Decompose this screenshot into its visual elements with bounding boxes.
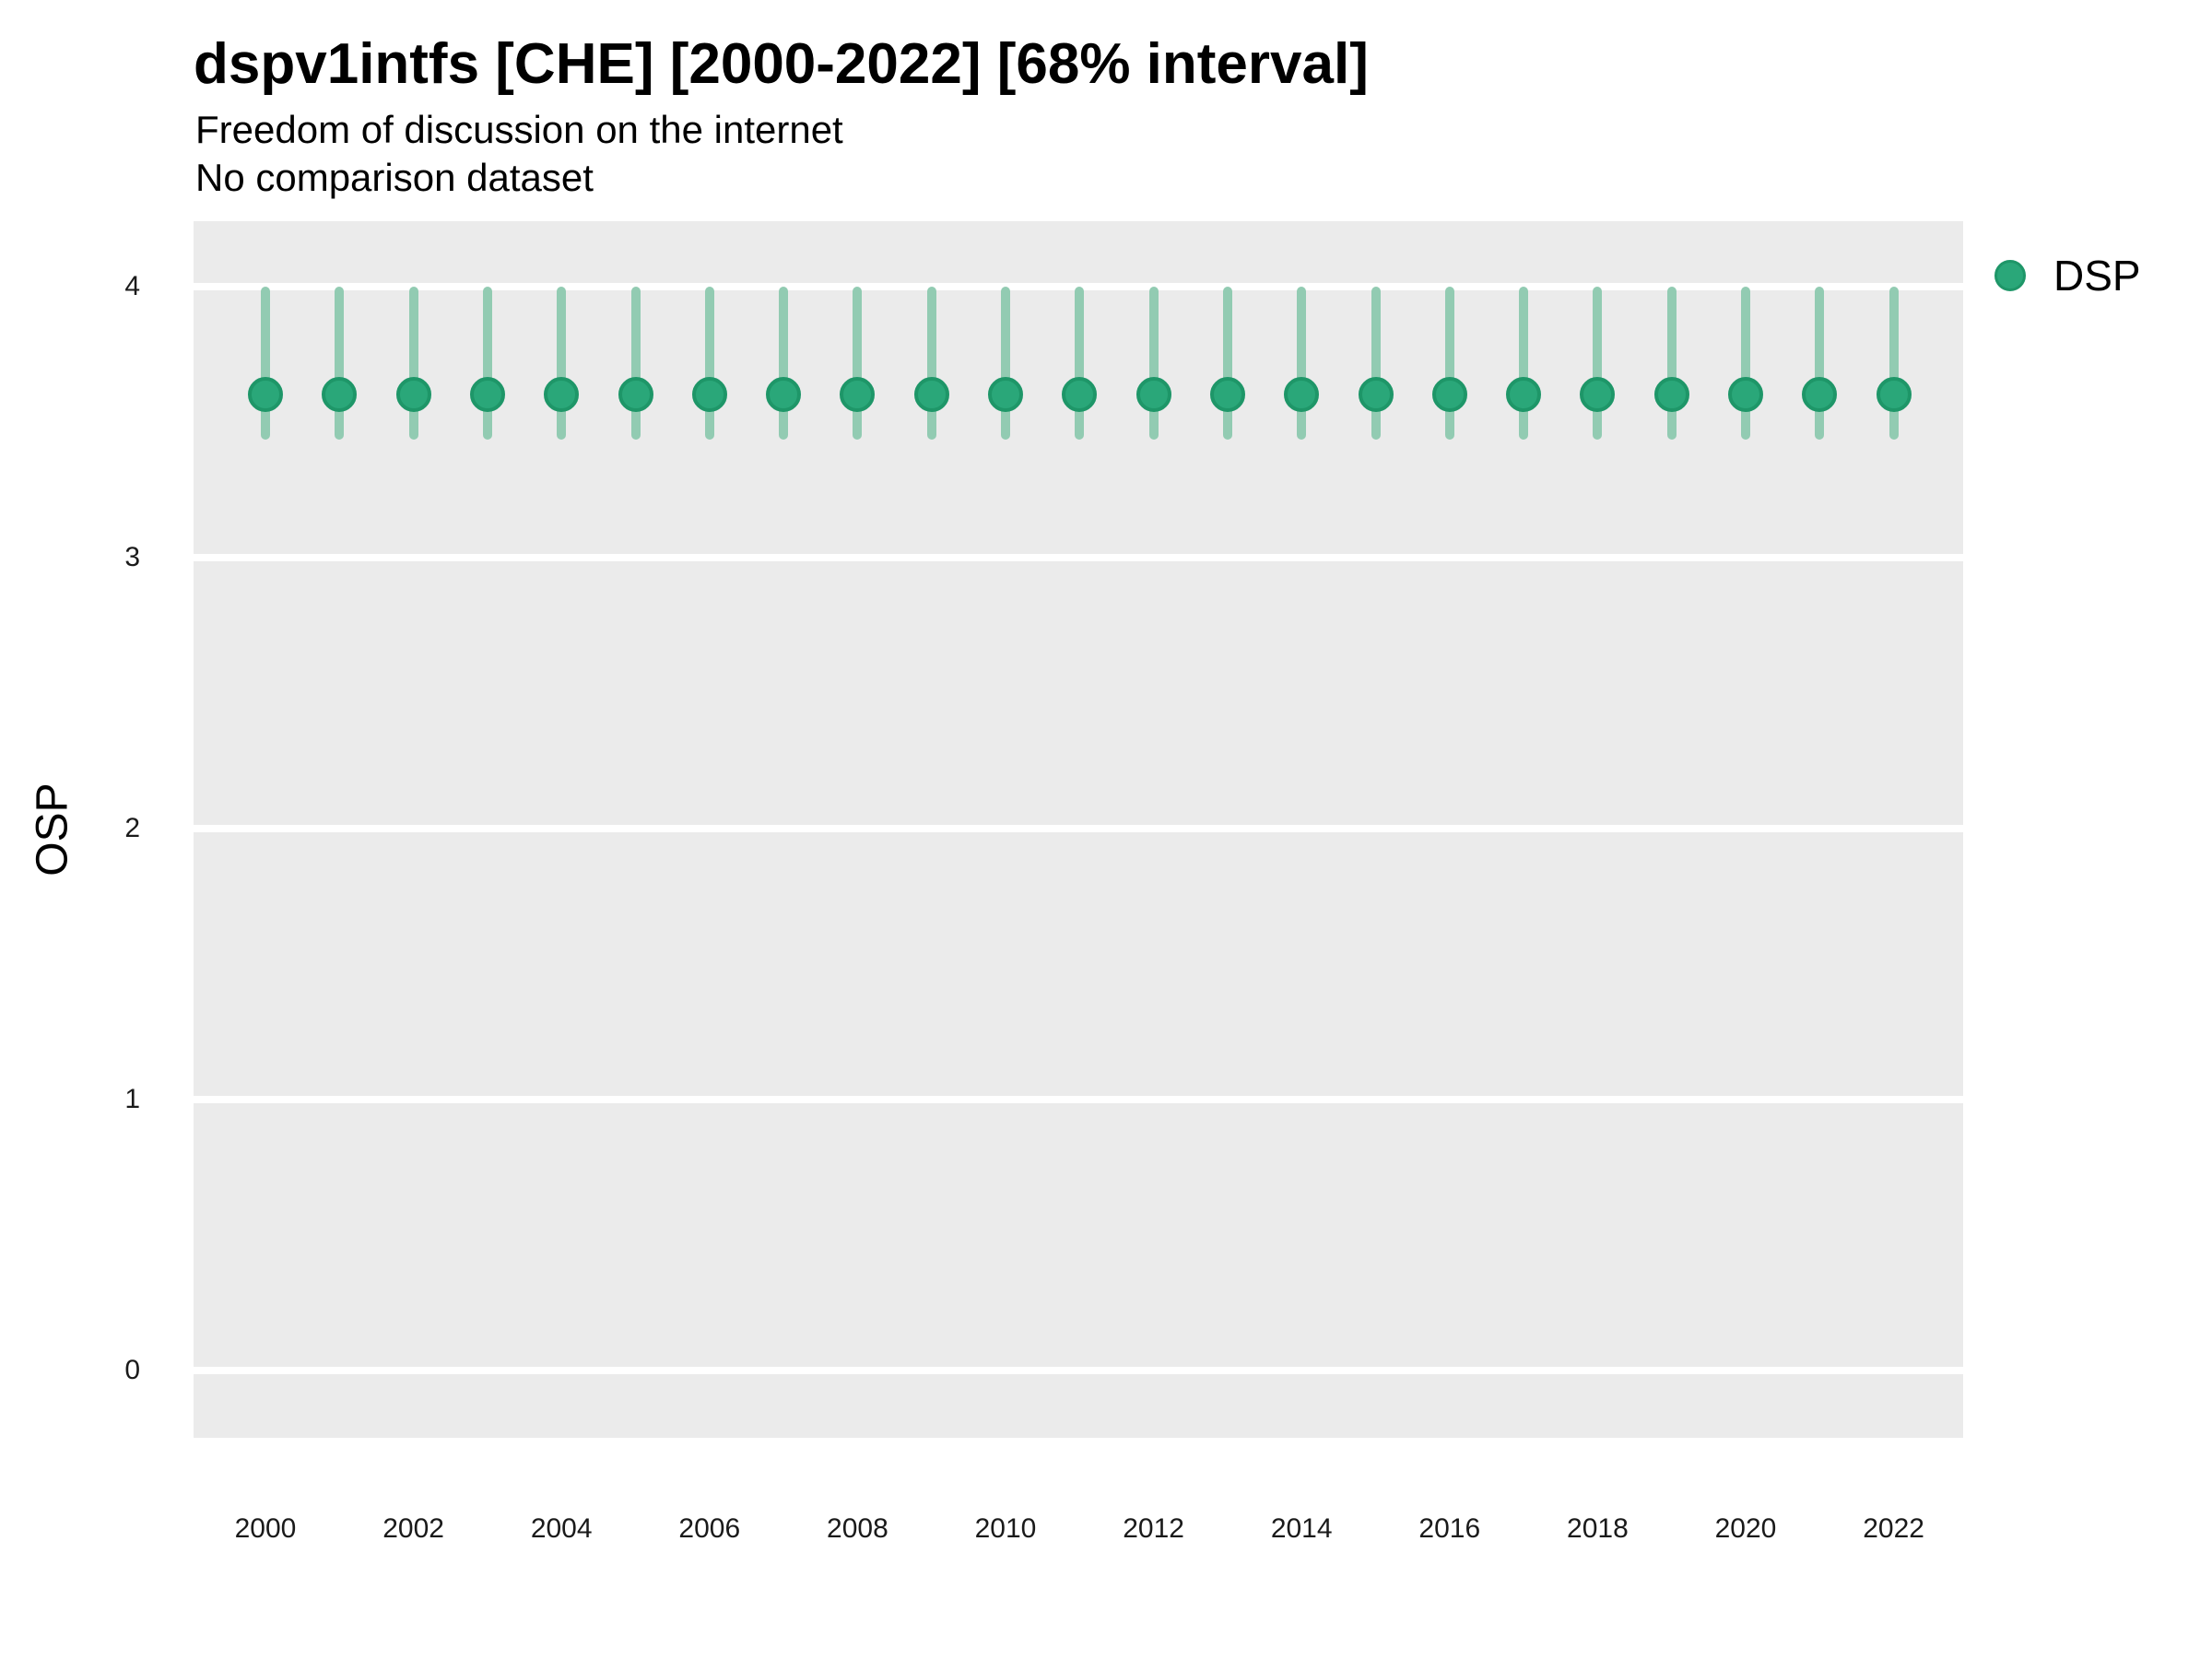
x-tick-label-2008: 2008 bbox=[827, 1513, 888, 1544]
interval-bar-2003 bbox=[482, 287, 492, 441]
data-point-2015 bbox=[1358, 377, 1394, 413]
interval-bar-2004 bbox=[557, 287, 567, 441]
x-tick-label-2020: 2020 bbox=[1714, 1513, 1777, 1544]
data-point-2010 bbox=[988, 377, 1023, 413]
interval-bar-2002 bbox=[408, 287, 418, 441]
interval-bar-2005 bbox=[630, 287, 641, 441]
x-tick-label-2010: 2010 bbox=[974, 1513, 1037, 1544]
x-tick-label-2016: 2016 bbox=[1418, 1513, 1481, 1544]
x-tick-label-2006: 2006 bbox=[678, 1513, 741, 1544]
y-tick-label-3: 3 bbox=[124, 541, 140, 572]
data-point-2009 bbox=[913, 377, 949, 413]
data-point-2005 bbox=[618, 377, 653, 413]
y-tick-label-0: 0 bbox=[124, 1354, 140, 1385]
data-point-2022 bbox=[1876, 377, 1912, 413]
data-point-2012 bbox=[1135, 377, 1171, 413]
interval-bar-2017 bbox=[1519, 287, 1529, 441]
interval-bar-2015 bbox=[1371, 287, 1381, 441]
data-point-2014 bbox=[1284, 377, 1320, 413]
x-tick-label-2002: 2002 bbox=[382, 1513, 444, 1544]
x-tick-label-2018: 2018 bbox=[1567, 1513, 1629, 1544]
data-point-2002 bbox=[395, 377, 431, 413]
data-point-2017 bbox=[1506, 377, 1542, 413]
interval-bar-2010 bbox=[1001, 287, 1010, 441]
data-point-2000 bbox=[248, 377, 283, 413]
interval-bar-2022 bbox=[1888, 287, 1899, 441]
data-point-2016 bbox=[1431, 377, 1467, 413]
interval-bar-2007 bbox=[779, 287, 789, 441]
plot-panel bbox=[194, 221, 1963, 1438]
interval-bar-2013 bbox=[1222, 287, 1232, 441]
x-tick-label-2004: 2004 bbox=[530, 1513, 593, 1544]
interval-bar-2006 bbox=[704, 287, 714, 441]
data-point-2007 bbox=[766, 377, 802, 413]
chart-subtitle-line2: No comparison dataset bbox=[195, 156, 594, 199]
y-tick-label-1: 1 bbox=[124, 1083, 140, 1114]
interval-bar-2016 bbox=[1444, 287, 1454, 441]
data-point-2018 bbox=[1580, 377, 1616, 413]
y-tick-label-4: 4 bbox=[124, 270, 140, 301]
data-point-2006 bbox=[691, 377, 727, 413]
gridline-y-2 bbox=[194, 824, 1963, 832]
x-tick-label-2012: 2012 bbox=[1123, 1513, 1184, 1544]
chart-subtitle-line1: Freedom of discussion on the internet bbox=[195, 108, 843, 151]
interval-bar-2014 bbox=[1297, 287, 1307, 441]
chart-title: dspv1intfs [CHE] [2000-2022] [68% interv… bbox=[194, 32, 1369, 96]
interval-bar-2008 bbox=[853, 287, 863, 441]
data-point-2001 bbox=[322, 377, 358, 413]
interval-bar-2019 bbox=[1666, 287, 1677, 441]
x-tick-label-2014: 2014 bbox=[1270, 1513, 1333, 1544]
interval-bar-2001 bbox=[335, 287, 345, 441]
data-point-2019 bbox=[1653, 377, 1689, 413]
interval-bar-2021 bbox=[1815, 287, 1825, 441]
x-tick-label-2000: 2000 bbox=[234, 1513, 297, 1544]
interval-bar-2011 bbox=[1075, 287, 1085, 441]
interval-bar-2018 bbox=[1593, 287, 1603, 441]
x-tick-label-2022: 2022 bbox=[1863, 1513, 1924, 1544]
interval-bar-2020 bbox=[1741, 287, 1750, 441]
interval-bar-2000 bbox=[261, 287, 270, 441]
data-point-2008 bbox=[840, 377, 876, 413]
gridline-y-4 bbox=[194, 282, 1963, 290]
interval-bar-2012 bbox=[1148, 287, 1159, 441]
gridline-y-0 bbox=[194, 1366, 1963, 1374]
legend-point-icon bbox=[1994, 260, 2026, 291]
y-tick-label-2: 2 bbox=[124, 812, 140, 843]
data-point-2003 bbox=[469, 377, 505, 413]
data-point-2004 bbox=[544, 377, 580, 413]
legend-series-label: DSP bbox=[2053, 252, 2141, 300]
data-point-2020 bbox=[1728, 377, 1763, 413]
gridline-y-1 bbox=[194, 1095, 1963, 1103]
gridline-y-3 bbox=[194, 553, 1963, 561]
data-point-2011 bbox=[1062, 377, 1098, 413]
legend: DSP bbox=[1982, 249, 2212, 304]
interval-bar-2009 bbox=[926, 287, 936, 441]
data-point-2021 bbox=[1802, 377, 1838, 413]
data-point-2013 bbox=[1209, 377, 1245, 413]
